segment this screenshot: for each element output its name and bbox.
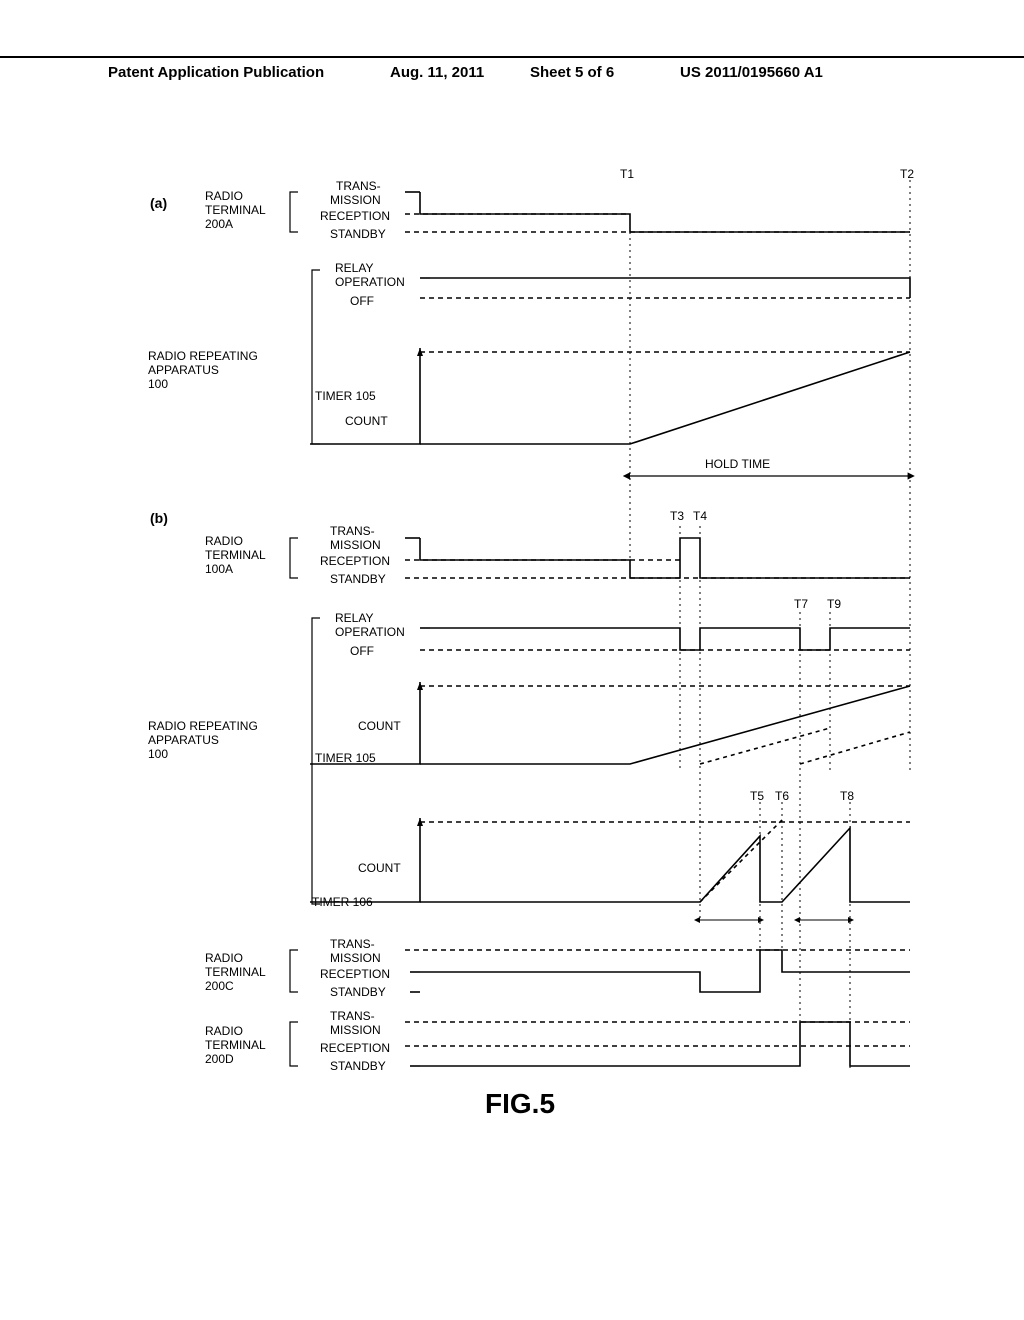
header-sheet: Sheet 5 of 6	[530, 64, 614, 81]
diagram-area: (a) RADIO TERMINAL 200A RADIO REPEATING …	[120, 180, 940, 1180]
header-publication: Patent Application Publication	[108, 64, 324, 81]
header-docnum: US 2011/0195660 A1	[680, 64, 823, 81]
page-header: Patent Application Publication Aug. 11, …	[0, 56, 1024, 64]
page: Patent Application Publication Aug. 11, …	[0, 0, 1024, 1320]
timing-diagram-svg	[120, 180, 940, 1130]
header-date: Aug. 11, 2011	[390, 64, 484, 81]
figure-title: FIG.5	[485, 1088, 555, 1120]
